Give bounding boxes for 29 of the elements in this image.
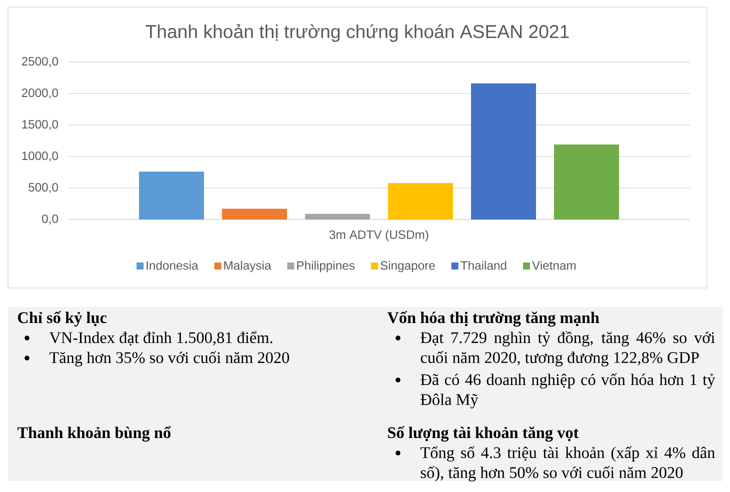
text: VN-Index đạt đỉnh 1.500,81 điểm. bbox=[49, 331, 272, 346]
text: Chỉ số kỷ lục bbox=[18, 311, 107, 326]
y-tick-label: 500,0 bbox=[28, 182, 58, 194]
chart-title: Thanh khoản thị trường chứng khoán ASEAN 2021 bbox=[146, 24, 569, 42]
legend-label: Vietnam bbox=[532, 260, 576, 270]
legend-label: Singapore bbox=[380, 260, 435, 272]
legend-label: Philippines bbox=[297, 260, 355, 272]
x-tick-label: 3m ADTV (USDm) bbox=[330, 230, 428, 242]
y-tick-label: 2000,0 bbox=[22, 88, 58, 99]
text: Số lượng tài khoản tăng vọt bbox=[388, 426, 579, 442]
text: Vốn hóa thị trường tăng mạnh bbox=[387, 311, 600, 327]
bar bbox=[139, 172, 204, 220]
legend-label: Indonesia bbox=[146, 260, 198, 270]
text: Tổng số 4.3 triệu tài khoản (xấp xỉ 4% dân số), tăng hơn 50% so với cuối năm 2020 bbox=[420, 446, 715, 482]
text: Tăng hơn 35% so với cuối năm 2020 bbox=[49, 351, 290, 366]
bar bbox=[471, 83, 536, 220]
bar bbox=[388, 182, 454, 220]
legend-label: Malaysia bbox=[224, 260, 272, 272]
text: Đã có 46 doanh nghiệp có vốn hóa hơn 1 tỷ Đôla Mỹ bbox=[420, 373, 716, 408]
legend-label: Thailand bbox=[460, 260, 506, 270]
bar bbox=[305, 214, 370, 220]
bar bbox=[554, 144, 620, 220]
y-tick-label: 1000,0 bbox=[22, 151, 58, 162]
text: Đạt 7.729 nghìn tỷ đồng, tăng 46% so với cuối năm 2020, tương đương 122,8% GDP bbox=[420, 331, 715, 366]
y-tick-label: 1500,0 bbox=[22, 120, 58, 130]
text: Thanh khoản bùng nổ bbox=[17, 426, 171, 442]
y-tick-label: 2500,0 bbox=[22, 56, 58, 68]
y-tick-label: 0,0 bbox=[42, 214, 58, 225]
bar bbox=[222, 208, 287, 220]
